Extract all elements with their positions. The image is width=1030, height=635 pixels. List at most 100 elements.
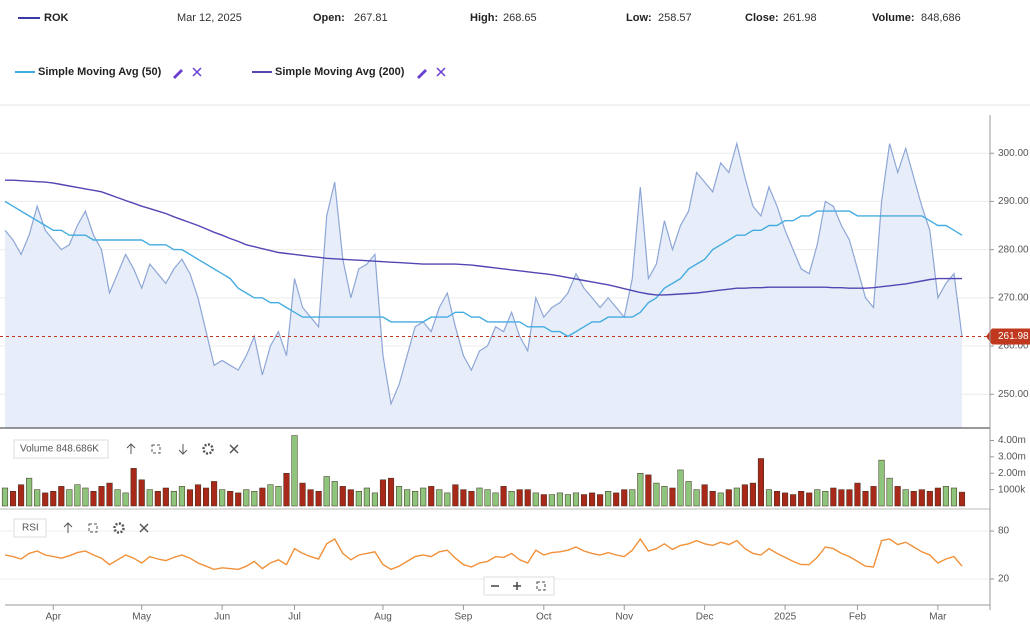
- edit-icon[interactable]: [417, 69, 427, 79]
- volume-bar: [878, 459, 885, 507]
- date: Mar 12, 2025: [177, 12, 242, 24]
- volume-bar: [942, 486, 949, 507]
- close-icon[interactable]: [139, 523, 149, 533]
- volume-bar: [629, 489, 636, 507]
- y-tick-label: 4.00m: [998, 435, 1026, 446]
- y-tick-label: 260.00: [998, 341, 1029, 352]
- expand-icon[interactable]: [151, 444, 161, 454]
- volume-bar: [130, 468, 137, 507]
- volume-bar: [597, 494, 604, 507]
- volume-bar: [782, 492, 789, 507]
- volume-bar: [82, 487, 89, 507]
- move-up-icon[interactable]: [126, 443, 136, 454]
- volume-bar: [428, 486, 435, 507]
- volume-bar: [170, 491, 177, 507]
- volume-bar: [323, 476, 330, 507]
- move-down-icon[interactable]: [178, 444, 188, 455]
- volume-bar: [854, 482, 861, 507]
- expand-icon[interactable]: [88, 523, 98, 533]
- x-tick-label: Jun: [214, 612, 230, 623]
- volume-bar: [733, 487, 740, 507]
- volume-bar: [162, 487, 169, 507]
- move-up-icon[interactable]: [63, 522, 73, 533]
- volume-bar: [444, 492, 451, 507]
- high-label: High:: [470, 12, 498, 24]
- volume-bar: [773, 491, 781, 507]
- volume-bar: [484, 489, 491, 507]
- volume-bar: [862, 491, 869, 507]
- volume-bar: [50, 491, 57, 507]
- volume: 848,686: [921, 12, 961, 24]
- volume-bar: [267, 484, 274, 507]
- settings-icon[interactable]: [202, 443, 214, 455]
- volume-bar: [830, 487, 837, 507]
- volume-bar: [251, 491, 258, 507]
- volume-bar: [203, 487, 210, 507]
- last-price-label: 261.98: [998, 331, 1029, 342]
- x-tick-label: Nov: [615, 612, 633, 623]
- y-tick-label: 80: [998, 526, 1010, 537]
- volume-bar: [798, 491, 805, 507]
- x-tick-label: Feb: [849, 612, 867, 623]
- volume-bar: [822, 491, 829, 507]
- volume-bar: [331, 481, 338, 507]
- volume-bar: [291, 435, 298, 507]
- zoom-reset[interactable]: [536, 581, 546, 591]
- low: 258.57: [658, 12, 692, 24]
- y-tick-label: 300.00: [998, 148, 1029, 159]
- zoom-in[interactable]: [513, 582, 521, 590]
- volume-label: Volume:: [872, 12, 915, 24]
- volume-bar: [806, 492, 813, 507]
- remove-icon[interactable]: [192, 67, 202, 77]
- volume-bar: [243, 489, 250, 507]
- panel-label: RSI: [22, 523, 39, 534]
- settings-icon[interactable]: [113, 522, 125, 534]
- volume-bar: [548, 494, 555, 507]
- low-label: Low:: [626, 12, 652, 24]
- volume-bar: [371, 492, 378, 507]
- volume-bar: [958, 491, 966, 507]
- high: 268.65: [503, 12, 537, 24]
- volume-bar: [106, 482, 113, 507]
- volume-bar: [66, 489, 73, 507]
- volume-bar: [693, 489, 700, 507]
- volume-bar: [765, 489, 773, 507]
- volume-bar: [540, 494, 547, 507]
- volume-bar: [950, 487, 958, 507]
- x-tick-label: May: [132, 612, 151, 623]
- volume-bar: [894, 486, 901, 507]
- volume-bar: [749, 482, 756, 507]
- volume-bar: [677, 469, 684, 507]
- legend-label: Simple Moving Avg (50): [38, 66, 162, 78]
- volume-bar: [420, 487, 427, 507]
- volume-bar: [436, 489, 443, 507]
- x-tick-label: Oct: [536, 612, 552, 623]
- x-tick-label: 2025: [774, 612, 797, 623]
- volume-bar: [74, 484, 81, 507]
- x-tick-label: Mar: [929, 612, 947, 623]
- volume-bar: [870, 486, 877, 507]
- volume-bar: [516, 489, 523, 507]
- volume-bar: [790, 494, 797, 507]
- close-icon[interactable]: [229, 444, 239, 454]
- volume-bar: [18, 484, 25, 507]
- volume-bar: [283, 472, 290, 507]
- volume-bar: [564, 494, 571, 507]
- volume-bar: [211, 481, 218, 507]
- y-tick-label: 270.00: [998, 292, 1029, 303]
- volume-bar: [219, 489, 226, 507]
- volume-bar: [235, 492, 242, 507]
- volume-bar: [605, 491, 612, 507]
- volume-bar: [138, 479, 145, 507]
- y-tick-label: 290.00: [998, 196, 1029, 207]
- volume-bar: [717, 492, 724, 507]
- volume-bar: [452, 484, 459, 507]
- volume-bar: [42, 492, 49, 507]
- edit-icon[interactable]: [173, 69, 183, 79]
- volume-bar: [90, 491, 97, 507]
- volume-bar: [194, 484, 202, 507]
- open: 267.81: [354, 12, 388, 24]
- volume-bar: [468, 491, 475, 507]
- remove-icon[interactable]: [436, 67, 446, 77]
- panel-label: Volume 848.686K: [20, 444, 99, 455]
